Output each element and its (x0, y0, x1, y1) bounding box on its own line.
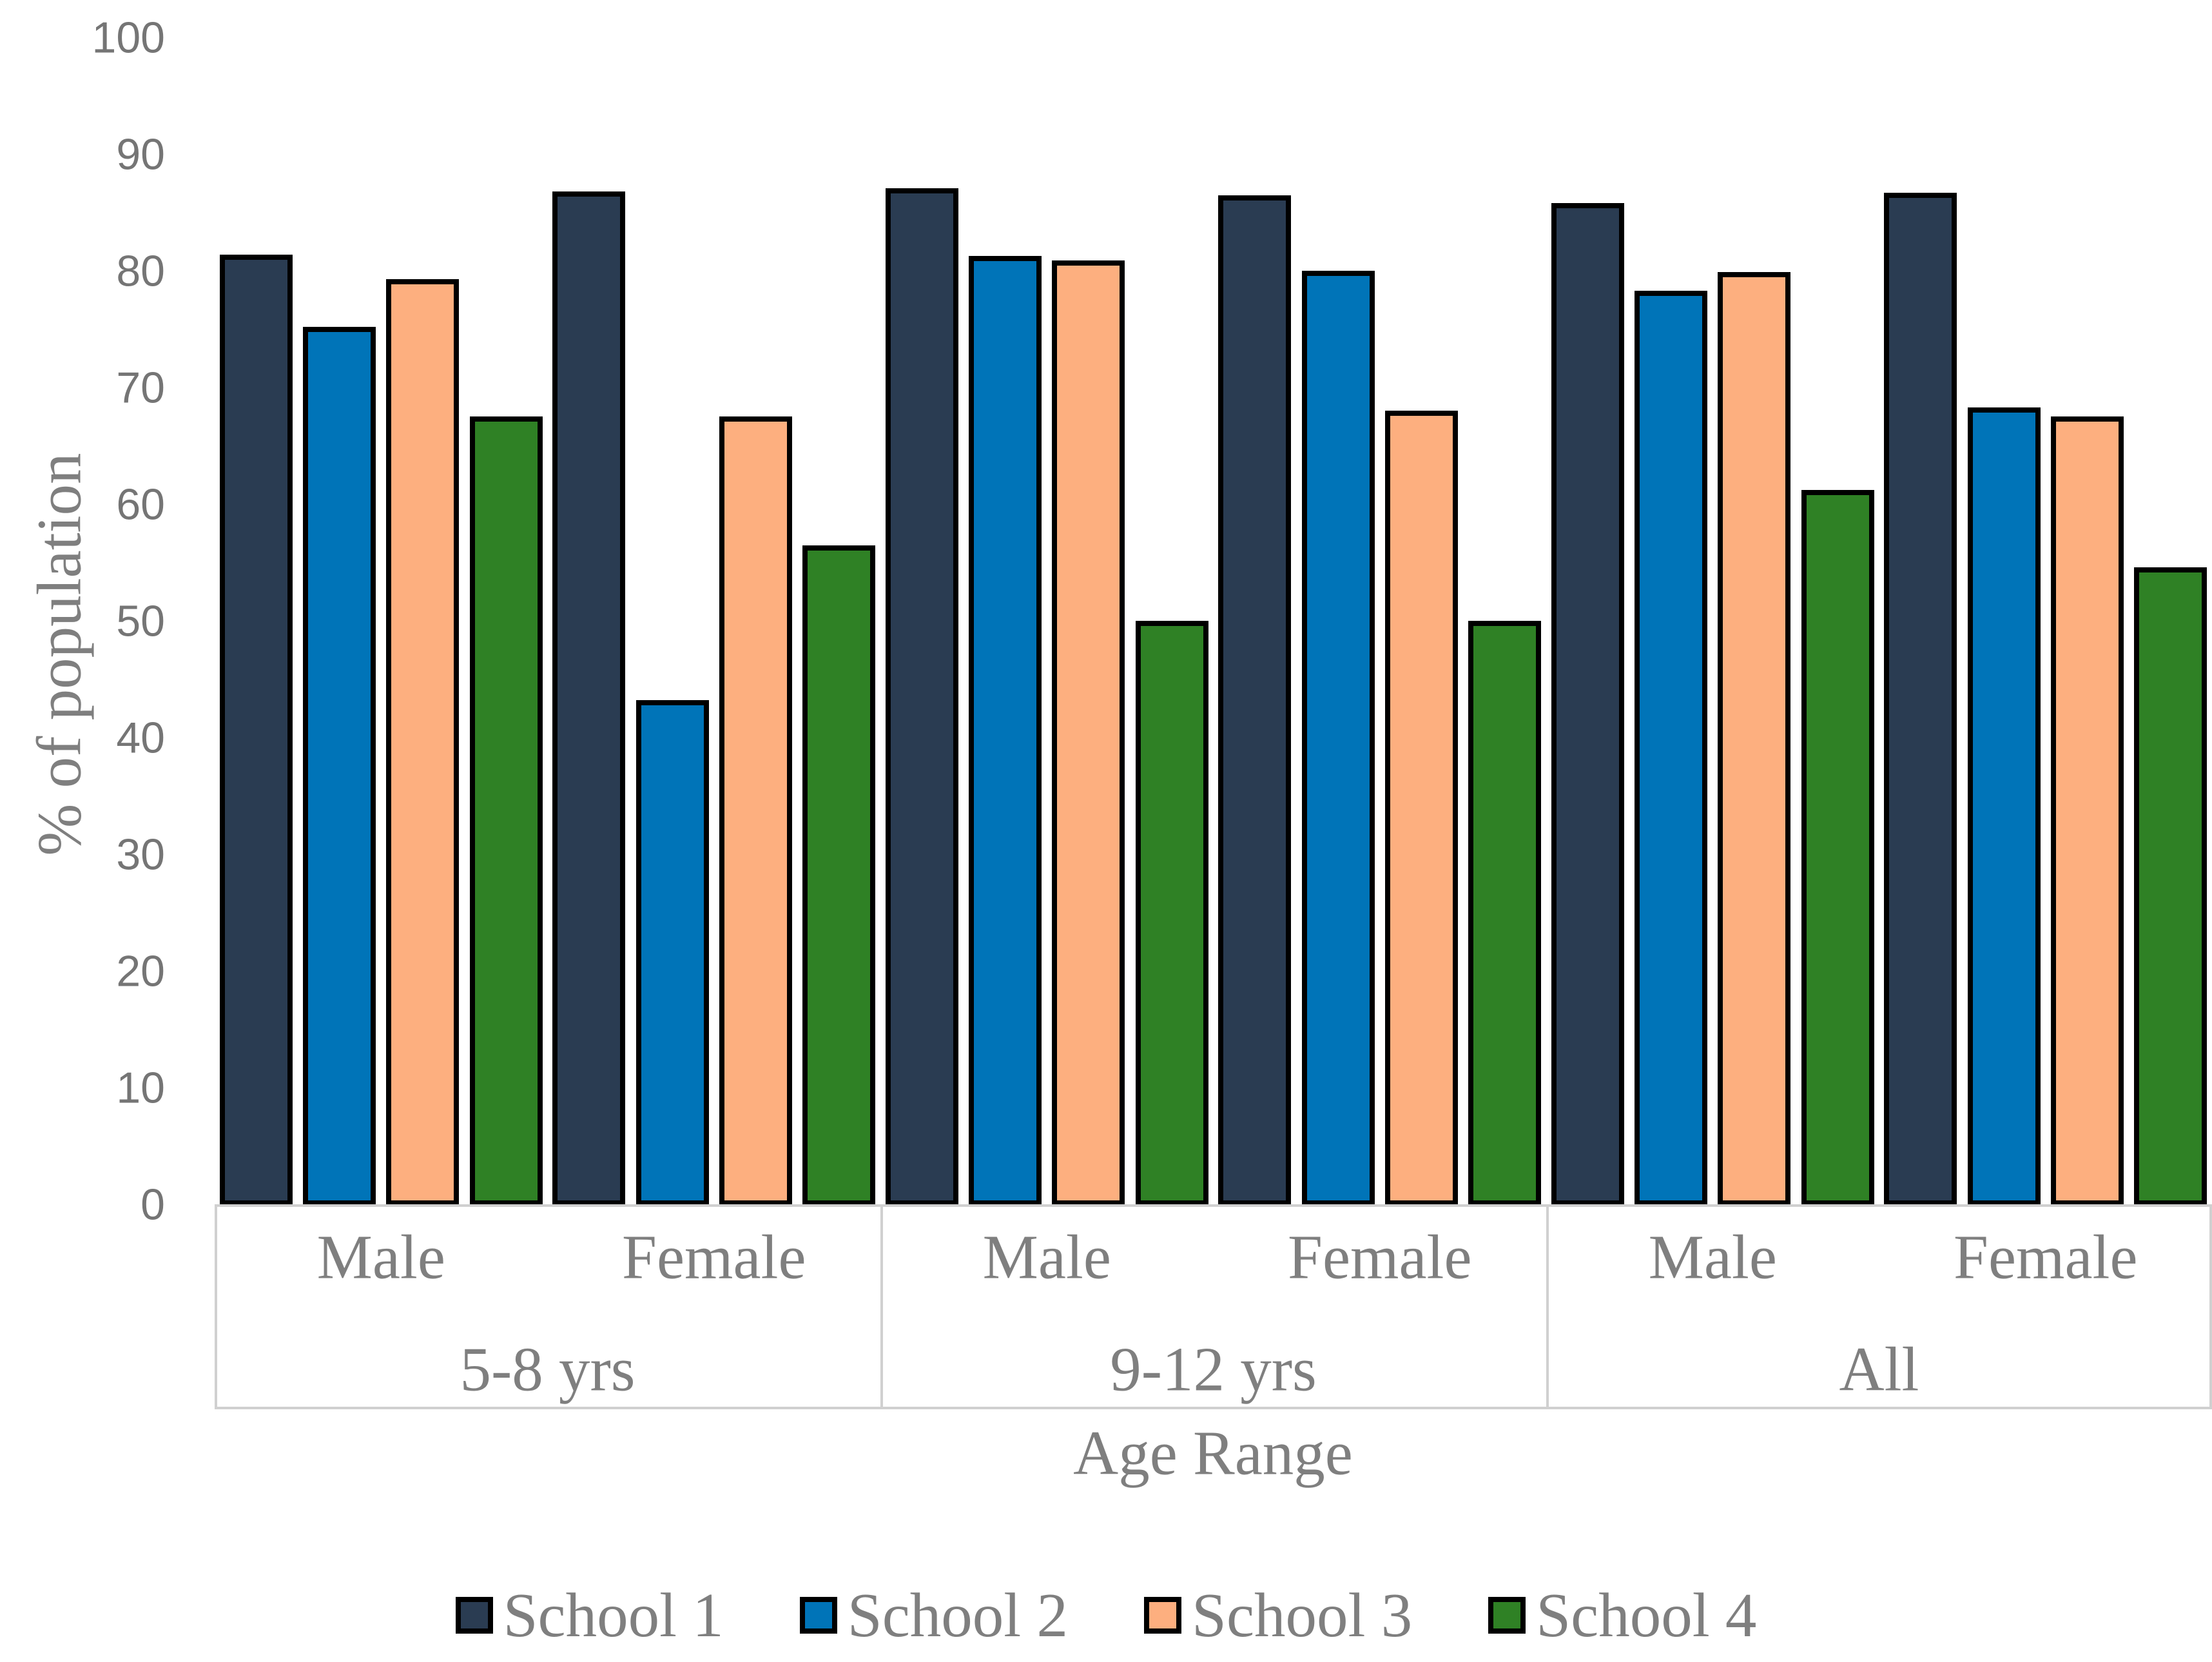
y-tick-label-80: 80 (116, 246, 165, 296)
bar-school2-9-12yrs-female (1301, 271, 1375, 1206)
group-label-All: All (1839, 1334, 1919, 1404)
bar-school1-5-8yrs-female (552, 191, 626, 1206)
legend-item-school4: School 4 (1488, 1579, 1756, 1651)
bar-school3-5-8yrs-female (719, 416, 792, 1206)
legend-label: School 3 (1192, 1580, 1413, 1650)
y-tick-label-20: 20 (116, 946, 165, 996)
group-label-5-8yrs: 5-8 yrs (460, 1334, 635, 1404)
bar-school2-9-12yrs-male (969, 255, 1042, 1206)
bar-school3-All-female (2050, 416, 2124, 1206)
legend-swatch-school2 (799, 1596, 837, 1634)
x-axis-group-divider (215, 1204, 217, 1409)
legend-label: School 2 (847, 1580, 1068, 1650)
bar-school4-All-female (2134, 567, 2207, 1206)
group-label-9-12yrs: 9-12 yrs (1110, 1334, 1317, 1404)
bar-school1-9-12yrs-male (885, 188, 958, 1206)
category-label-male-3: Male (1648, 1222, 1777, 1292)
bar-school3-5-8yrs-male (386, 279, 460, 1206)
bar-school1-5-8yrs-male (219, 254, 293, 1206)
bar-school4-5-8yrs-male (469, 416, 543, 1206)
bar-school4-5-8yrs-female (802, 545, 876, 1206)
legend-swatch-school1 (455, 1596, 493, 1634)
y-tick-label-0: 0 (141, 1180, 165, 1229)
x-axis-group-divider (880, 1204, 883, 1409)
bar-school3-9-12yrs-male (1052, 260, 1125, 1206)
legend: School 1 School 2 School 3 School 4 (0, 1568, 2212, 1662)
bar-school4-9-12yrs-female (1468, 621, 1542, 1206)
x-axis-group-divider (1546, 1204, 1549, 1409)
legend-label: School 1 (503, 1580, 724, 1650)
y-tick-label-100: 100 (92, 13, 165, 63)
x-axis-baseline (215, 1204, 2212, 1207)
plot-area (215, 0, 2212, 1206)
category-label-male-2: Male (982, 1222, 1111, 1292)
bar-school3-9-12yrs-female (1384, 411, 1458, 1206)
legend-label: School 4 (1536, 1580, 1757, 1650)
y-tick-label-70: 70 (116, 363, 165, 413)
legend-item-school1: School 1 (455, 1579, 724, 1651)
y-tick-label-10: 10 (116, 1063, 165, 1113)
bar-school2-5-8yrs-male (303, 327, 376, 1206)
bar-school2-All-female (1967, 407, 2041, 1206)
category-label-female-3: Female (1953, 1222, 2138, 1292)
x-axis-group-divider (2209, 1204, 2212, 1409)
legend-swatch-school3 (1144, 1596, 1181, 1634)
category-label-female-2: Female (1287, 1222, 1472, 1292)
bar-school1-9-12yrs-female (1218, 195, 1292, 1206)
bar-school1-All-male (1551, 203, 1624, 1206)
legend-item-school3: School 3 (1144, 1579, 1412, 1651)
y-axis-tick-labels: 0 10 20 30 40 50 60 70 80 90 100 (0, 0, 169, 1651)
bar-school4-All-male (1801, 490, 1874, 1206)
bar-school1-All-female (1884, 192, 1957, 1206)
bar-school3-All-male (1718, 272, 1791, 1206)
y-tick-label-90: 90 (116, 130, 165, 179)
bar-school2-5-8yrs-female (635, 700, 709, 1206)
bar-school2-All-male (1635, 290, 1708, 1206)
legend-item-school2: School 2 (799, 1579, 1068, 1651)
category-label-female-1: Female (621, 1222, 806, 1292)
y-tick-label-60: 60 (116, 480, 165, 529)
y-tick-label-30: 30 (116, 830, 165, 879)
y-tick-label-50: 50 (116, 596, 165, 646)
bar-school4-9-12yrs-male (1135, 621, 1208, 1206)
legend-swatch-school4 (1488, 1596, 1526, 1634)
category-label-male-1: Male (316, 1222, 445, 1292)
x-axis-table-bottom-border (215, 1407, 2212, 1409)
x-axis-title: Age Range (1073, 1418, 1353, 1488)
y-tick-label-40: 40 (116, 713, 165, 763)
